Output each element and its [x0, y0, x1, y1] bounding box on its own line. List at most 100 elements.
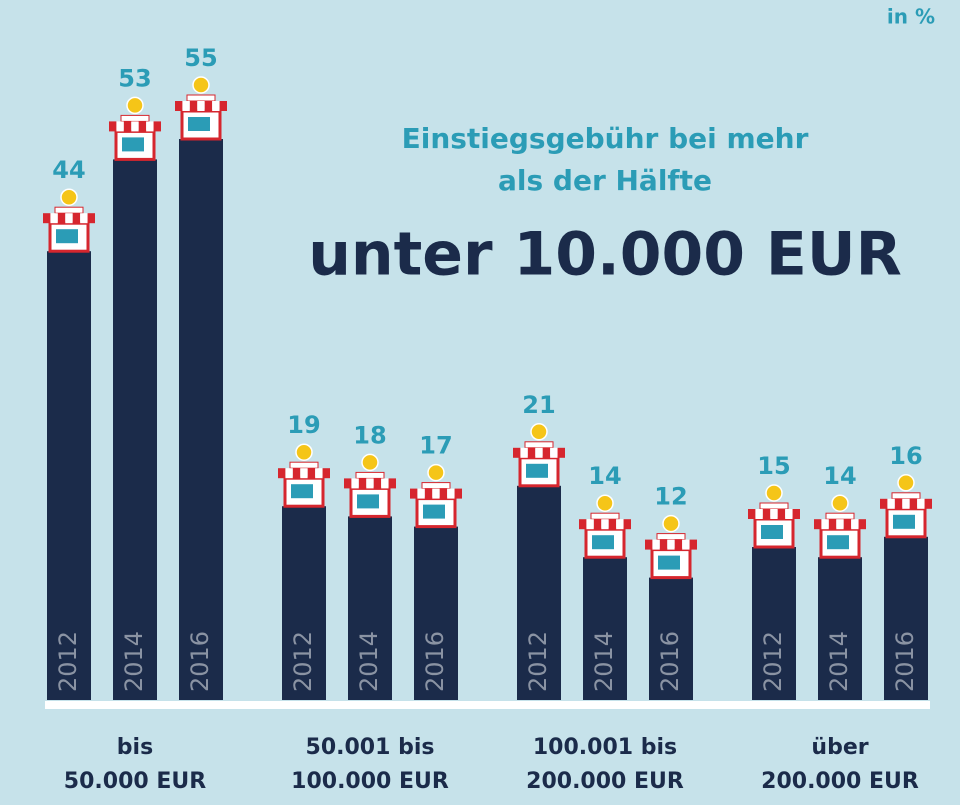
- store-sign: [524, 441, 554, 449]
- value-label: 21: [522, 391, 555, 419]
- awning-stripe: [520, 447, 528, 458]
- value-label: 12: [654, 483, 687, 511]
- coin: [60, 188, 78, 206]
- awning-stripe: [300, 468, 308, 479]
- awning-stripe: [542, 447, 551, 458]
- store-icon: [814, 494, 866, 559]
- value-label: 53: [118, 64, 151, 92]
- awning-stripe: [322, 468, 330, 479]
- awning-stripe: [652, 539, 660, 550]
- awning-stripe: [123, 121, 132, 132]
- bar: [179, 139, 223, 700]
- awning-stripe: [755, 509, 763, 519]
- title-line: als der Hälfte: [498, 164, 712, 197]
- year-label: 2016: [421, 631, 449, 692]
- coin: [126, 96, 144, 115]
- bar: [414, 526, 458, 700]
- awning-stripe: [777, 509, 786, 519]
- awning-stripe: [608, 519, 617, 530]
- awning-stripe: [902, 498, 910, 509]
- awning-stripe: [909, 498, 918, 509]
- awning-stripe: [601, 519, 609, 530]
- awning-stripe: [623, 519, 631, 530]
- awning-stripe: [80, 213, 88, 224]
- value-label: 17: [419, 432, 452, 460]
- store-icon: [645, 514, 697, 580]
- coin: [897, 474, 915, 492]
- awning-stripe: [836, 519, 844, 530]
- awning-stripe: [659, 539, 668, 550]
- awning-stripe: [785, 509, 793, 519]
- awning-stripe: [586, 519, 594, 530]
- store-window: [827, 535, 849, 550]
- store-window: [893, 514, 915, 529]
- awning-stripe: [358, 478, 367, 489]
- store-sign: [590, 512, 620, 520]
- category-label: 50.001 bis: [306, 735, 435, 760]
- store-window: [592, 535, 614, 550]
- store-sign: [891, 492, 921, 500]
- bar: [47, 251, 91, 700]
- awning-stripe: [762, 509, 771, 519]
- year-label: 2016: [656, 631, 684, 692]
- store-sign: [289, 461, 319, 469]
- awning-stripe: [843, 519, 852, 530]
- coin: [192, 76, 210, 94]
- bar: [818, 557, 862, 700]
- awning-stripe: [72, 213, 81, 224]
- year-label: 2014: [355, 631, 383, 692]
- store-window: [122, 137, 144, 152]
- store-window: [658, 555, 680, 570]
- awning-stripe: [212, 101, 220, 111]
- value-label: 19: [287, 411, 320, 439]
- awning-stripe: [65, 213, 73, 224]
- store-icon: [278, 443, 330, 508]
- awning-stripe: [674, 539, 683, 550]
- awning-stripe: [285, 468, 293, 479]
- awning-stripe: [292, 468, 301, 479]
- store-sign: [54, 206, 84, 214]
- coin: [361, 453, 379, 472]
- store-icon: [579, 494, 631, 559]
- year-label: 2014: [120, 631, 148, 692]
- awning-stripe: [315, 468, 323, 479]
- year-label: 2012: [54, 631, 82, 692]
- value-label: 14: [823, 462, 856, 490]
- awning-stripe: [689, 539, 697, 550]
- store-icon: [513, 423, 565, 488]
- store-icon: [748, 484, 800, 549]
- value-label: 14: [588, 462, 621, 490]
- awning-stripe: [278, 468, 286, 479]
- category-label: über: [811, 735, 868, 760]
- awning-stripe: [131, 121, 139, 132]
- awning-stripe: [616, 519, 624, 530]
- bar: [649, 577, 693, 700]
- awning-stripe: [454, 488, 462, 499]
- awning-stripe: [593, 519, 602, 530]
- awning-stripe: [197, 101, 205, 111]
- awning-stripe: [527, 447, 536, 458]
- awning-stripe: [204, 101, 213, 111]
- baseline: [45, 701, 930, 709]
- store-sign: [656, 533, 686, 541]
- value-label: 55: [184, 44, 217, 72]
- awning-stripe: [87, 213, 95, 224]
- awning-stripe: [344, 478, 352, 489]
- store-window: [761, 525, 783, 539]
- awning-stripe: [579, 519, 587, 530]
- awning-stripe: [432, 488, 440, 499]
- store-window: [188, 117, 210, 131]
- awning-stripe: [439, 488, 448, 499]
- store-icon: [109, 96, 161, 161]
- awning-stripe: [924, 498, 932, 509]
- category-label: 100.001 bis: [533, 735, 677, 760]
- headline: unter 10.000 EUR: [308, 220, 902, 290]
- coin: [596, 494, 614, 512]
- awning-stripe: [917, 498, 925, 509]
- awning-stripe: [351, 478, 359, 489]
- value-label: 16: [889, 442, 922, 470]
- awning-stripe: [792, 509, 800, 519]
- awning-stripe: [50, 213, 58, 224]
